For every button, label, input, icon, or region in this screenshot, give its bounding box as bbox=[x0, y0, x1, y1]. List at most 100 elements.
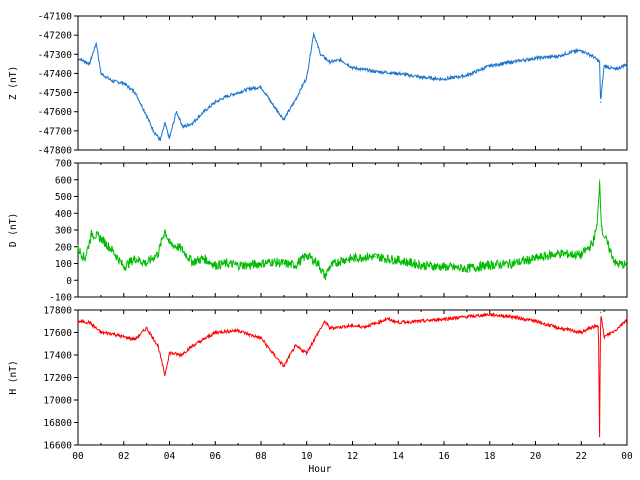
data-point bbox=[363, 69, 365, 71]
data-point bbox=[260, 337, 262, 339]
data-point bbox=[557, 252, 560, 254]
data-point bbox=[420, 264, 422, 266]
data-point bbox=[77, 57, 79, 59]
data-point bbox=[580, 331, 582, 334]
data-point bbox=[294, 264, 296, 266]
panel-frame bbox=[77, 15, 628, 151]
data-point bbox=[271, 352, 273, 354]
data-point bbox=[466, 267, 468, 270]
y-tick-label: 300 bbox=[55, 226, 72, 237]
y-tick-label: -47100 bbox=[38, 12, 73, 23]
data-point bbox=[260, 262, 262, 265]
y-axis-label: Z (nT) bbox=[8, 66, 19, 100]
data-point bbox=[511, 61, 514, 63]
data-point bbox=[134, 338, 136, 340]
data-point bbox=[294, 99, 296, 101]
data-point bbox=[329, 266, 331, 268]
y-tick-label: -47800 bbox=[38, 146, 73, 157]
data-point bbox=[329, 327, 331, 329]
data-point bbox=[164, 122, 166, 124]
data-point bbox=[100, 72, 102, 74]
y-tick-label: 0 bbox=[66, 276, 72, 287]
y-tick-label: -47300 bbox=[38, 50, 73, 61]
data-point bbox=[306, 352, 308, 354]
data-point bbox=[134, 257, 136, 260]
data-point bbox=[203, 338, 205, 340]
data-point bbox=[203, 111, 205, 113]
data-point bbox=[534, 320, 537, 322]
x-tick-label: 04 bbox=[164, 451, 176, 462]
data-point bbox=[182, 126, 184, 128]
data-point bbox=[319, 53, 322, 55]
data-point bbox=[146, 114, 148, 117]
y-tick-label: 17000 bbox=[43, 396, 72, 407]
data-point bbox=[340, 59, 342, 61]
data-point bbox=[123, 336, 125, 338]
data-point bbox=[249, 334, 251, 336]
x-tick-label: 00 bbox=[72, 451, 84, 462]
data-point bbox=[100, 331, 102, 334]
data-point bbox=[592, 55, 594, 57]
x-tick-label: 18 bbox=[484, 451, 496, 462]
data-point bbox=[249, 88, 251, 90]
data-point bbox=[84, 257, 86, 260]
data-point bbox=[249, 264, 251, 266]
y-tick-label: -47600 bbox=[38, 107, 73, 118]
y-tick-label: -47700 bbox=[38, 126, 73, 137]
data-point bbox=[294, 345, 296, 347]
data-point bbox=[168, 352, 171, 354]
data-point bbox=[386, 318, 388, 320]
x-tick-label: 06 bbox=[210, 451, 222, 462]
data-point bbox=[615, 69, 617, 71]
data-point bbox=[557, 327, 560, 329]
data-point bbox=[283, 365, 285, 367]
data-point bbox=[152, 130, 155, 132]
data-point bbox=[329, 61, 331, 63]
data-point bbox=[77, 247, 79, 249]
data-point bbox=[175, 111, 177, 113]
data-point bbox=[271, 103, 273, 105]
y-axis-label: D (nT) bbox=[8, 213, 19, 247]
data-point bbox=[226, 95, 228, 97]
data-point bbox=[569, 51, 571, 54]
x-axis-label: Hour bbox=[309, 464, 332, 475]
y-tick-label: -100 bbox=[49, 293, 72, 304]
y-tick-label: -47400 bbox=[38, 69, 73, 80]
data-point bbox=[260, 86, 262, 88]
data-point bbox=[306, 76, 308, 78]
data-point bbox=[420, 76, 422, 78]
data-point bbox=[580, 49, 582, 52]
data-point bbox=[351, 325, 354, 327]
data-point bbox=[91, 232, 93, 234]
data-point bbox=[88, 63, 90, 65]
data-point bbox=[626, 264, 628, 266]
y-axis-label: H (nT) bbox=[8, 360, 19, 394]
data-point bbox=[534, 257, 537, 260]
data-point bbox=[351, 67, 354, 69]
data-point bbox=[317, 262, 319, 265]
panel-1: 700 600 500 400 300 200 100 0 -100 D (nT) bbox=[8, 159, 628, 304]
y-tick-label: 17400 bbox=[43, 351, 72, 362]
data-point bbox=[324, 320, 326, 322]
y-tick-label: -47500 bbox=[38, 88, 73, 99]
data-point bbox=[191, 261, 193, 263]
data-point bbox=[123, 82, 125, 84]
x-tick-label: 08 bbox=[255, 451, 267, 462]
y-tick-label: 17800 bbox=[43, 306, 72, 317]
data-point bbox=[237, 92, 239, 94]
data-point bbox=[397, 72, 399, 74]
data-point bbox=[466, 316, 468, 318]
y-tick-label: 600 bbox=[55, 175, 72, 186]
data-point bbox=[168, 137, 171, 140]
y-tick-label: 17200 bbox=[43, 373, 72, 384]
x-tick-label: 00 bbox=[621, 451, 633, 462]
data-point bbox=[146, 262, 148, 265]
data-point bbox=[95, 42, 97, 44]
data-point bbox=[592, 326, 594, 328]
data-point bbox=[214, 264, 216, 266]
y-tick-label: 400 bbox=[55, 209, 72, 220]
data-point bbox=[283, 118, 285, 120]
data-point bbox=[157, 252, 159, 254]
data-point bbox=[615, 262, 617, 265]
data-point bbox=[180, 354, 182, 356]
